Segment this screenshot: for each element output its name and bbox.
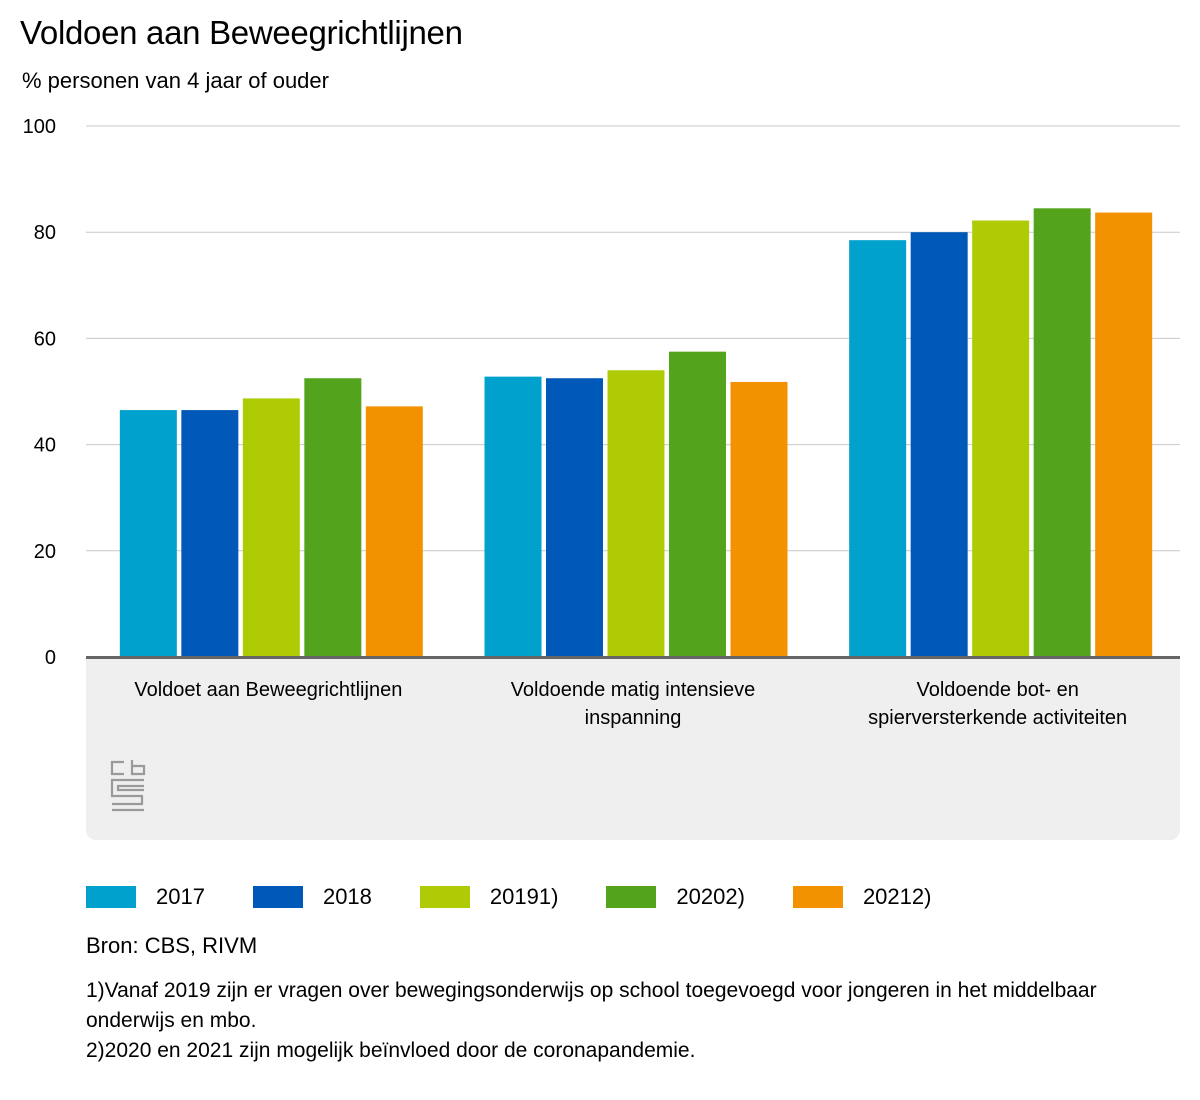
- chart-title: Voldoen aan Beweegrichtlijnen: [20, 14, 463, 51]
- bar-20202)-cat2: [669, 351, 726, 657]
- legend-item-20191): 20191): [419, 884, 559, 910]
- bars: [119, 208, 1153, 658]
- category-label: Voldoende bot- en: [916, 679, 1078, 701]
- legend-item-2018: 2018: [252, 884, 372, 910]
- bar-20191)-cat2: [607, 370, 665, 657]
- legend: 2017 2018 20191) 20202) 20212): [86, 884, 979, 910]
- legend-label: 20191): [489, 884, 559, 909]
- bar-2017-cat2: [484, 376, 542, 657]
- bar-2018-cat1: [181, 410, 239, 657]
- legend-item-2017: 2017: [86, 884, 205, 910]
- bar-20191)-cat1: [242, 398, 300, 657]
- bar-chart: 0 20 40 60 80 100 Voldoet aan Beweegrichtlijn…: [23, 116, 1180, 840]
- y-tick-label: 80: [34, 222, 56, 244]
- footnote-1: 1)Vanaf 2019 zijn er vragen over bewegin…: [86, 979, 1097, 1032]
- y-tick-label: 40: [34, 435, 56, 457]
- legend-label: 2018: [322, 884, 372, 909]
- legend-label: 2017: [156, 884, 205, 909]
- bar-2018-cat2: [546, 378, 603, 657]
- y-tick-label: 60: [34, 328, 56, 350]
- legend-swatch: [86, 886, 136, 908]
- bar-20191)-cat3: [972, 220, 1030, 657]
- legend-swatch: [419, 886, 470, 908]
- bar-20212)-cat2: [730, 381, 788, 657]
- chart-subtitle: % personen van 4 jaar of ouder: [22, 68, 329, 93]
- legend-label: 20202): [676, 884, 745, 909]
- y-tick-label: 0: [45, 647, 56, 669]
- bar-20202)-cat1: [304, 378, 362, 657]
- y-tick-label: 20: [34, 541, 56, 563]
- category-label: spierversterkende activiteiten: [868, 707, 1127, 729]
- category-label: inspanning: [585, 707, 682, 729]
- legend-swatch: [606, 886, 657, 908]
- category-labels: Voldoet aan Beweegrichtlijnen Voldoende m…: [134, 679, 1127, 729]
- bar-2017-cat3: [849, 240, 907, 658]
- category-axis-panel: [86, 657, 1180, 840]
- bar-20202)-cat3: [1033, 208, 1091, 657]
- bar-20212)-cat1: [365, 406, 423, 657]
- bar-20212)-cat3: [1095, 212, 1153, 658]
- legend-label: 20212): [862, 884, 932, 909]
- footnote-2: 2)2020 en 2021 zijn mogelijk beïnvloed d…: [86, 1039, 696, 1062]
- cbs-logo-icon: [110, 760, 146, 812]
- footnotes: 1)Vanaf 2019 zijn er vragen over bewegin…: [86, 976, 1156, 1066]
- legend-item-20202): 20202): [606, 884, 745, 910]
- y-tick-label: 100: [23, 116, 56, 138]
- y-axis-ticks: 0 20 40 60 80 100: [23, 116, 56, 669]
- bar-2018-cat3: [910, 232, 968, 657]
- category-label: Voldoet aan Beweegrichtlijnen: [134, 679, 402, 701]
- bar-2017-cat1: [119, 410, 177, 657]
- category-axis-panel-top-fill: [86, 657, 1180, 677]
- legend-swatch: [792, 886, 843, 908]
- legend-swatch: [252, 886, 303, 908]
- category-label: Voldoende matig intensieve: [511, 679, 756, 701]
- source-text: Bron: CBS, RIVM: [86, 933, 258, 958]
- legend-item-20212): 20212): [792, 884, 932, 910]
